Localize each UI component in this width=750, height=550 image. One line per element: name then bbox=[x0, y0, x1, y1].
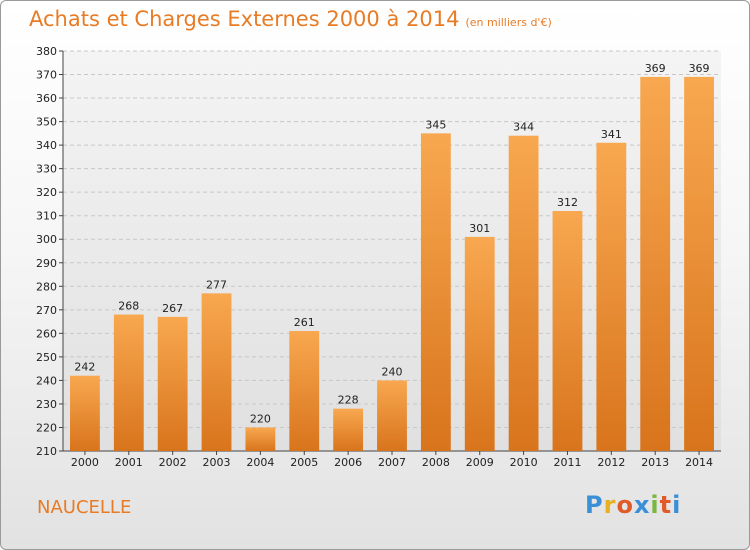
data-label: 369 bbox=[689, 62, 710, 75]
data-label: 242 bbox=[74, 361, 95, 374]
bar bbox=[420, 133, 451, 451]
logo-letter: x bbox=[633, 491, 651, 519]
y-tick-label: 230 bbox=[36, 398, 57, 411]
y-tick-label: 260 bbox=[36, 327, 57, 340]
x-tick-label: 2005 bbox=[290, 456, 318, 469]
commune-name: NAUCELLE bbox=[37, 497, 132, 518]
data-label: 220 bbox=[250, 412, 271, 425]
bar bbox=[70, 375, 100, 451]
y-tick-label: 350 bbox=[36, 116, 57, 129]
logo-letter: i bbox=[650, 491, 660, 519]
data-label: 369 bbox=[645, 62, 666, 75]
data-label: 240 bbox=[382, 365, 403, 378]
bar bbox=[552, 211, 583, 451]
data-label: 267 bbox=[162, 302, 183, 315]
y-tick-label: 370 bbox=[36, 69, 57, 82]
x-tick-label: 2003 bbox=[203, 456, 231, 469]
data-label: 345 bbox=[425, 118, 446, 131]
logo-letter: P bbox=[585, 491, 604, 519]
y-tick-label: 250 bbox=[36, 351, 57, 364]
y-tick-label: 240 bbox=[36, 374, 57, 387]
y-tick-label: 300 bbox=[36, 233, 57, 246]
y-tick-label: 210 bbox=[36, 445, 57, 458]
y-tick-label: 270 bbox=[36, 304, 57, 317]
bar bbox=[289, 331, 320, 451]
x-tick-label: 2002 bbox=[159, 456, 187, 469]
bar-layer bbox=[70, 76, 714, 452]
x-tick-label: 2009 bbox=[466, 456, 494, 469]
y-tick-label: 310 bbox=[36, 210, 57, 223]
x-tick-label: 2014 bbox=[685, 456, 713, 469]
data-label: 312 bbox=[557, 196, 578, 209]
x-tick-label: 2012 bbox=[597, 456, 625, 469]
data-label: 344 bbox=[513, 121, 534, 134]
y-tick-label: 340 bbox=[36, 139, 57, 152]
data-label: 341 bbox=[601, 128, 622, 141]
bar bbox=[464, 236, 495, 451]
y-tick-label: 320 bbox=[36, 186, 57, 199]
bar bbox=[640, 76, 671, 451]
x-tick-label: 2011 bbox=[553, 456, 581, 469]
y-tick-label: 290 bbox=[36, 257, 57, 270]
logo-letter: o bbox=[616, 491, 634, 519]
bar bbox=[245, 427, 276, 451]
y-tick-label: 220 bbox=[36, 421, 57, 434]
proxiti-logo: Proxiti bbox=[585, 491, 681, 519]
x-tick-label: 2000 bbox=[71, 456, 99, 469]
y-tick-label: 360 bbox=[36, 92, 57, 105]
logo-letter: i bbox=[672, 491, 682, 519]
y-tick-label: 280 bbox=[36, 280, 57, 293]
data-label: 261 bbox=[294, 316, 315, 329]
x-tick-label: 2006 bbox=[334, 456, 362, 469]
bar bbox=[596, 142, 627, 451]
x-tick-label: 2008 bbox=[422, 456, 450, 469]
label-layer: 210 220 230 240 250 260 270 280 290 300 310 320 330 3… bbox=[36, 45, 713, 469]
x-tick-label: 2013 bbox=[641, 456, 669, 469]
x-tick-label: 2010 bbox=[510, 456, 538, 469]
bar bbox=[377, 380, 407, 451]
bar bbox=[684, 76, 714, 451]
chart-title-text: Achats et Charges Externes 2000 à 2014 bbox=[29, 7, 460, 31]
data-label: 268 bbox=[118, 300, 139, 313]
bar bbox=[113, 314, 144, 451]
x-tick-label: 2007 bbox=[378, 456, 406, 469]
chart-title: Achats et Charges Externes 2000 à 2014 (e… bbox=[29, 7, 552, 31]
data-label: 301 bbox=[469, 222, 490, 235]
x-tick-label: 2001 bbox=[115, 456, 143, 469]
x-tick-label: 2004 bbox=[246, 456, 274, 469]
data-label: 277 bbox=[206, 278, 227, 291]
logo-letter: r bbox=[603, 491, 617, 519]
bar bbox=[201, 293, 232, 451]
y-tick-label: 380 bbox=[36, 45, 57, 58]
y-tick-label: 330 bbox=[36, 163, 57, 176]
data-label: 228 bbox=[338, 394, 359, 407]
bar bbox=[157, 316, 188, 451]
bar bbox=[508, 135, 539, 452]
bar bbox=[333, 408, 364, 451]
chart-subtitle: (en milliers d'€) bbox=[465, 16, 552, 29]
logo-letter: t bbox=[659, 491, 673, 519]
